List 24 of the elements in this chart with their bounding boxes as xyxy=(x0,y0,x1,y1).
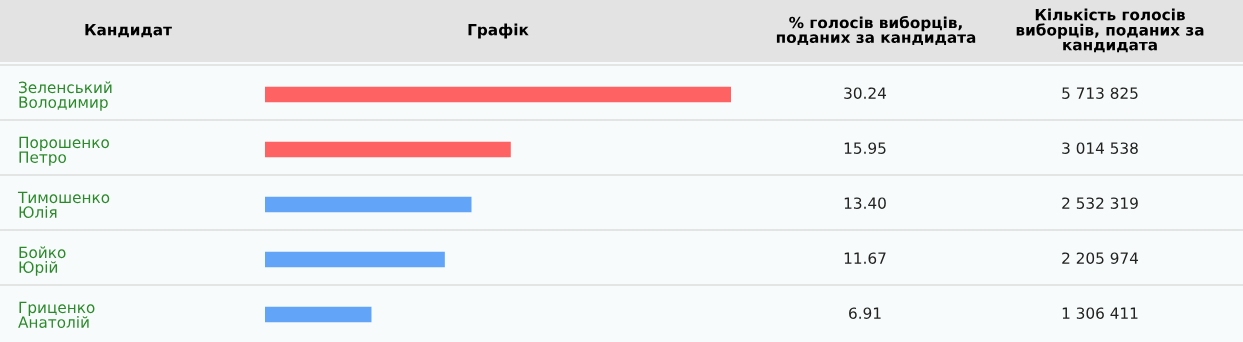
bar xyxy=(265,196,472,213)
y-tick-label: Порошенко Петро xyxy=(19,136,109,166)
y-tick-label: Тимошенко Юлія xyxy=(17,191,110,218)
data-label: 11.67 xyxy=(844,252,886,264)
bar xyxy=(265,86,731,103)
text: % голосів виборців, поданих за кандидата xyxy=(776,15,976,45)
bar xyxy=(265,306,372,323)
data-label: 15.95 xyxy=(844,142,886,154)
bar xyxy=(265,141,511,158)
text: 2 532 319 xyxy=(1062,197,1138,209)
text: 1 306 411 xyxy=(1062,307,1138,319)
y-axis-title: Кандидат xyxy=(85,24,172,38)
text: 3 014 538 xyxy=(1062,142,1138,154)
data-label: 6.91 xyxy=(849,307,881,319)
data-label: 30.24 xyxy=(844,87,887,99)
text: 2 205 974 xyxy=(1062,252,1139,264)
data-label: 13.40 xyxy=(844,197,886,209)
chart-title: Графік xyxy=(468,23,529,39)
text: 5 713 825 xyxy=(1062,87,1138,99)
y-tick-label: Гриценко Анатолій xyxy=(18,301,95,328)
y-tick-label: Зеленський Володимир xyxy=(19,81,112,111)
text: Кількість голосів виборців, поданих за кандидата xyxy=(1016,8,1204,53)
y-tick-label: Бойко Юрій xyxy=(19,246,66,276)
bar xyxy=(265,251,445,268)
